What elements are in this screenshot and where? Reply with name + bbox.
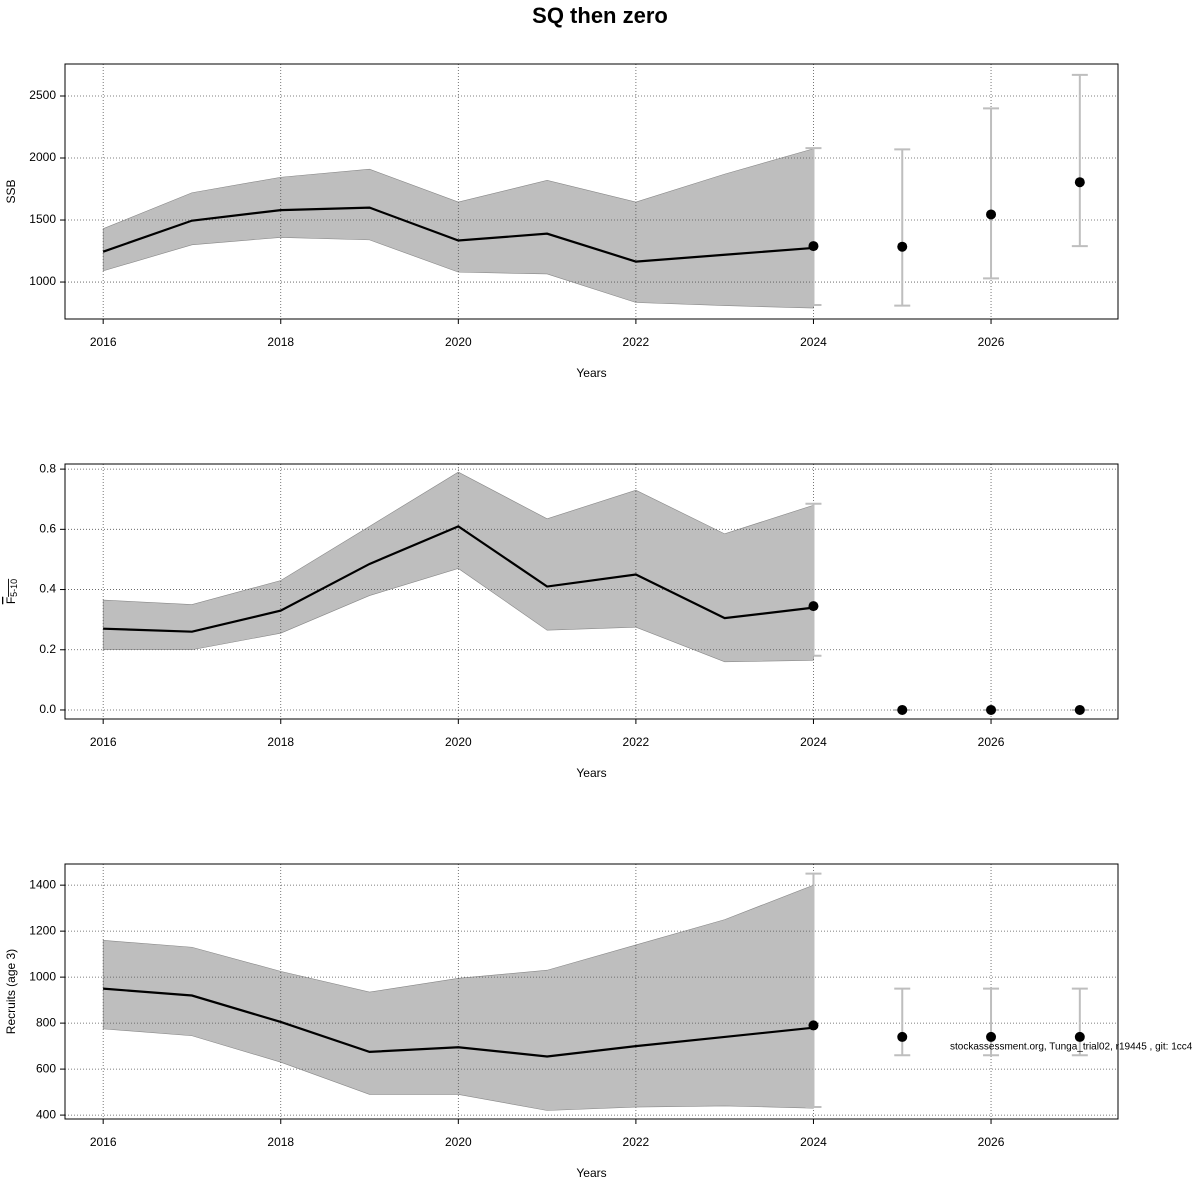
- x-tick-label: 2016: [90, 1135, 117, 1149]
- error-bar: [894, 148, 911, 307]
- y-tick-label: 1500: [29, 212, 56, 226]
- x-tick-label: 2024: [800, 335, 827, 349]
- x-axis-label: Years: [576, 1166, 606, 1180]
- plot-frame: [64, 63, 1119, 320]
- y-tick-label: 0.4: [39, 582, 56, 596]
- forecast-point: [986, 209, 997, 220]
- y-tick-label: 0.2: [39, 642, 56, 656]
- estimate-line: [103, 525, 814, 633]
- y-axis-label: SSB: [4, 179, 18, 203]
- x-tick-label: 2026: [978, 1135, 1005, 1149]
- forecast-point: [1074, 1031, 1085, 1042]
- forecast-point: [986, 1031, 997, 1042]
- estimate-line: [103, 987, 814, 1058]
- chart-title: SQ then zero: [532, 3, 668, 28]
- y-tick-label: 800: [36, 1015, 56, 1029]
- footer-note: stockassessment.org, Tunga_trial02, r194…: [950, 1042, 1193, 1053]
- y-tick-label: 0.0: [39, 702, 56, 716]
- x-tick-label: 2018: [267, 1135, 294, 1149]
- x-tick-label: 2018: [267, 335, 294, 349]
- y-tick-label: 1400: [29, 877, 56, 891]
- y-tick-label: 1000: [29, 969, 56, 983]
- plot-frame: [64, 863, 1119, 1120]
- y-tick-label: 400: [36, 1107, 56, 1121]
- y-tick-label: 2500: [29, 88, 56, 102]
- forecast-point: [1074, 177, 1085, 188]
- error-bar: [983, 987, 1000, 1057]
- x-axis-label: Years: [576, 766, 606, 780]
- x-tick-label: 2020: [445, 1135, 472, 1149]
- error-bar: [894, 987, 911, 1057]
- x-tick-label: 2016: [90, 735, 117, 749]
- error-bar: [805, 147, 822, 306]
- y-axis-label: F5-10: [4, 579, 19, 604]
- x-tick-label: 2024: [800, 735, 827, 749]
- forecast-point: [1074, 704, 1085, 715]
- forecast-point: [897, 704, 908, 715]
- x-tick-label: 2022: [623, 335, 650, 349]
- error-bar: [805, 872, 822, 1109]
- x-tick-label: 2022: [623, 735, 650, 749]
- forecast-point: [986, 704, 997, 715]
- forecast-point: [808, 1020, 819, 1031]
- y-axis-label-sub: 5-10: [9, 579, 19, 597]
- x-axis-label: Years: [576, 366, 606, 380]
- y-tick-label: 1000: [29, 274, 56, 288]
- y-tick-label: 0.8: [39, 461, 56, 475]
- y-tick-label: 1200: [29, 923, 56, 937]
- error-bar: [1071, 987, 1088, 1057]
- x-tick-label: 2020: [445, 335, 472, 349]
- y-tick-label: 2000: [29, 150, 56, 164]
- y-axis-label: Recruits (age 3): [4, 949, 18, 1034]
- error-bar: [805, 502, 822, 657]
- x-tick-label: 2026: [978, 335, 1005, 349]
- y-tick-label: 600: [36, 1061, 56, 1075]
- error-bar: [983, 107, 1000, 280]
- x-tick-label: 2024: [800, 1135, 827, 1149]
- x-tick-label: 2022: [623, 1135, 650, 1149]
- y-axis-label-main: F: [4, 597, 18, 604]
- x-tick-label: 2020: [445, 735, 472, 749]
- plot-frame: [64, 463, 1119, 720]
- error-bar: [1071, 73, 1088, 248]
- y-tick-label: 0.6: [39, 522, 56, 536]
- x-tick-label: 2016: [90, 335, 117, 349]
- forecast-point: [808, 601, 819, 612]
- forecast-point: [808, 241, 819, 252]
- estimate-line: [102, 206, 814, 263]
- forecast-point: [897, 1031, 908, 1042]
- forecast-point: [897, 241, 908, 252]
- x-tick-label: 2026: [978, 735, 1005, 749]
- x-tick-label: 2018: [267, 735, 294, 749]
